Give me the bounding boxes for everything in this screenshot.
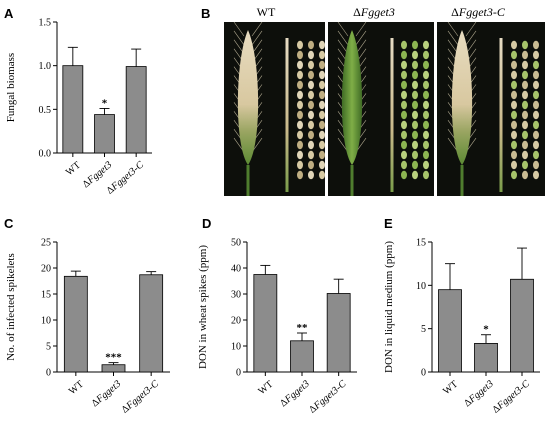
panel-b-letter: B <box>201 6 210 21</box>
panel-d-bar <box>326 293 351 373</box>
panel-a-significance-label: * <box>102 97 108 109</box>
photo-label-complemented: ΔFgget3-C <box>451 5 506 19</box>
panel-d-letter: D <box>202 216 211 231</box>
panel-e-bar <box>438 289 462 373</box>
wheat-rachis <box>285 38 289 192</box>
panel-e-letter: E <box>384 216 393 231</box>
panel-a-bar <box>62 65 84 154</box>
panel-c-y-axis-title: No. of infected spikelets <box>5 253 17 361</box>
panel-e-chart: E DON in liquid medium (ppm) 0 5 10 15 WT * ΔFgg… <box>383 216 540 416</box>
panel-e-bar <box>510 278 534 373</box>
panel-d-category-label: WT <box>256 379 275 397</box>
panel-e-category-label: WT <box>441 379 460 397</box>
wheat-seeds <box>401 40 429 180</box>
panel-c-y-tick-label: 0 <box>46 368 51 379</box>
panel-e-y-axis-title: DON in liquid medium (ppm) <box>383 241 395 373</box>
wheat-spike <box>337 21 367 196</box>
wheat-spike <box>447 21 477 196</box>
panel-d-category-label: ΔFgget3-C <box>307 379 349 416</box>
panel-b-photo: B WT ΔFgget3 ΔFgget3-C <box>201 5 545 196</box>
panel-d-category-label: ΔFgget3 <box>278 379 312 410</box>
wheat-spike <box>233 21 263 196</box>
panel-c-bar <box>101 364 126 373</box>
panel-e-y-tick-label: 10 <box>416 281 426 292</box>
panel-d-y-axis-title: DON in wheat spikes (ppm) <box>197 245 209 369</box>
panel-d-y-tick-label: 20 <box>231 316 241 327</box>
panel-a-category-label: WT <box>64 160 83 178</box>
panel-c-y-tick-label: 20 <box>41 264 51 275</box>
panel-a-y-tick-label: 0.0 <box>39 149 52 160</box>
panel-a-bar <box>125 66 147 154</box>
wheat-seeds <box>297 40 325 180</box>
panel-d-y-tick-label: 30 <box>231 290 241 301</box>
panel-c-category-label: ΔFgget3 <box>90 379 124 410</box>
panel-a-y-tick-label: 1.5 <box>39 18 52 29</box>
panel-c-chart: C No. of infected spikelets 0 5 10 15 20 25 WT **… <box>4 216 170 416</box>
panel-c-y-tick-label: 25 <box>41 238 51 249</box>
panel-e-bar <box>474 342 498 373</box>
wheat-seeds <box>511 40 539 180</box>
photo-label-wt: WT <box>257 5 276 19</box>
panel-c-y-tick-label: 15 <box>41 290 51 301</box>
panel-d-y-tick-label: 10 <box>231 342 241 353</box>
panel-e-y-tick-label: 0 <box>421 368 426 379</box>
panel-d-chart: D DON in wheat spikes (ppm) 0 10 20 30 40 50 WT *… <box>197 216 357 416</box>
panel-d-y-tick-label: 0 <box>236 368 241 379</box>
panel-d-y-tick-label: 50 <box>231 238 241 249</box>
panel-d-y-tick-label: 40 <box>231 264 241 275</box>
panel-e-category-label: ΔFgget3 <box>462 379 496 410</box>
panel-c-bar <box>139 274 164 373</box>
panel-c-category-label: ΔFgget3-C <box>120 379 162 416</box>
panel-e-y-tick-label: 5 <box>421 324 426 335</box>
panel-d-bar <box>253 274 278 373</box>
wheat-spike-illustrations <box>233 21 539 196</box>
photo-label-mutant: ΔFgget3 <box>353 5 395 19</box>
panel-a-y-axis-title: Fungal biomass <box>5 53 17 122</box>
panel-c-significance-label: *** <box>105 352 122 364</box>
panel-d-significance-label: ** <box>297 322 309 334</box>
panel-e-category-label: ΔFgget3-C <box>491 379 533 416</box>
panel-a-letter: A <box>4 6 14 21</box>
panel-a-y-tick-label: 0.5 <box>39 105 52 116</box>
panel-c-y-tick-label: 10 <box>41 316 51 327</box>
panel-e-significance-label: * <box>483 324 489 336</box>
wheat-rachis <box>499 38 503 192</box>
panel-c-category-label: WT <box>67 379 86 397</box>
panel-c-bar <box>63 275 88 373</box>
panel-c-letter: C <box>4 216 14 231</box>
panel-a-y-tick-label: 1.0 <box>39 61 52 72</box>
panel-c-y-tick-label: 5 <box>46 342 51 353</box>
wheat-rachis <box>390 38 394 192</box>
panel-e-y-tick-label: 15 <box>416 238 426 249</box>
panel-d-bar <box>290 340 314 373</box>
panel-a-bar <box>94 114 115 154</box>
